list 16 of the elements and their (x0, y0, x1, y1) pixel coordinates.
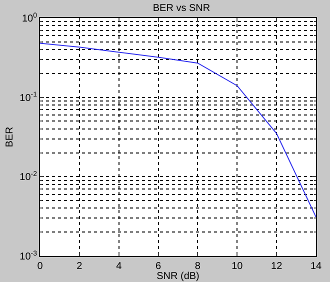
y-tick-label: 10$^{0}$ (22, 12, 38, 24)
x-tick-label: 12 (271, 261, 283, 272)
y-tick-label: 10$^{-3}$ (20, 250, 38, 262)
x-tick-label: 0 (37, 261, 44, 272)
x-tick-label: 14 (310, 261, 322, 272)
y-tick-label: 10$^{-1}$ (20, 92, 38, 104)
x-axis-title: SNR (dB) (156, 271, 200, 282)
y-axis-title: BER (4, 126, 16, 148)
x-tick-label: 10 (232, 261, 244, 272)
line-series (40, 42, 316, 218)
chart-title: BER vs SNR (152, 3, 210, 14)
x-tick-label: 2 (76, 261, 83, 272)
x-tick-label: 4 (116, 261, 122, 272)
x-tick-label: 8 (194, 261, 201, 272)
y-tick-label: 10$^{-2}$ (20, 170, 38, 184)
x-tick-label: 6 (156, 261, 162, 272)
